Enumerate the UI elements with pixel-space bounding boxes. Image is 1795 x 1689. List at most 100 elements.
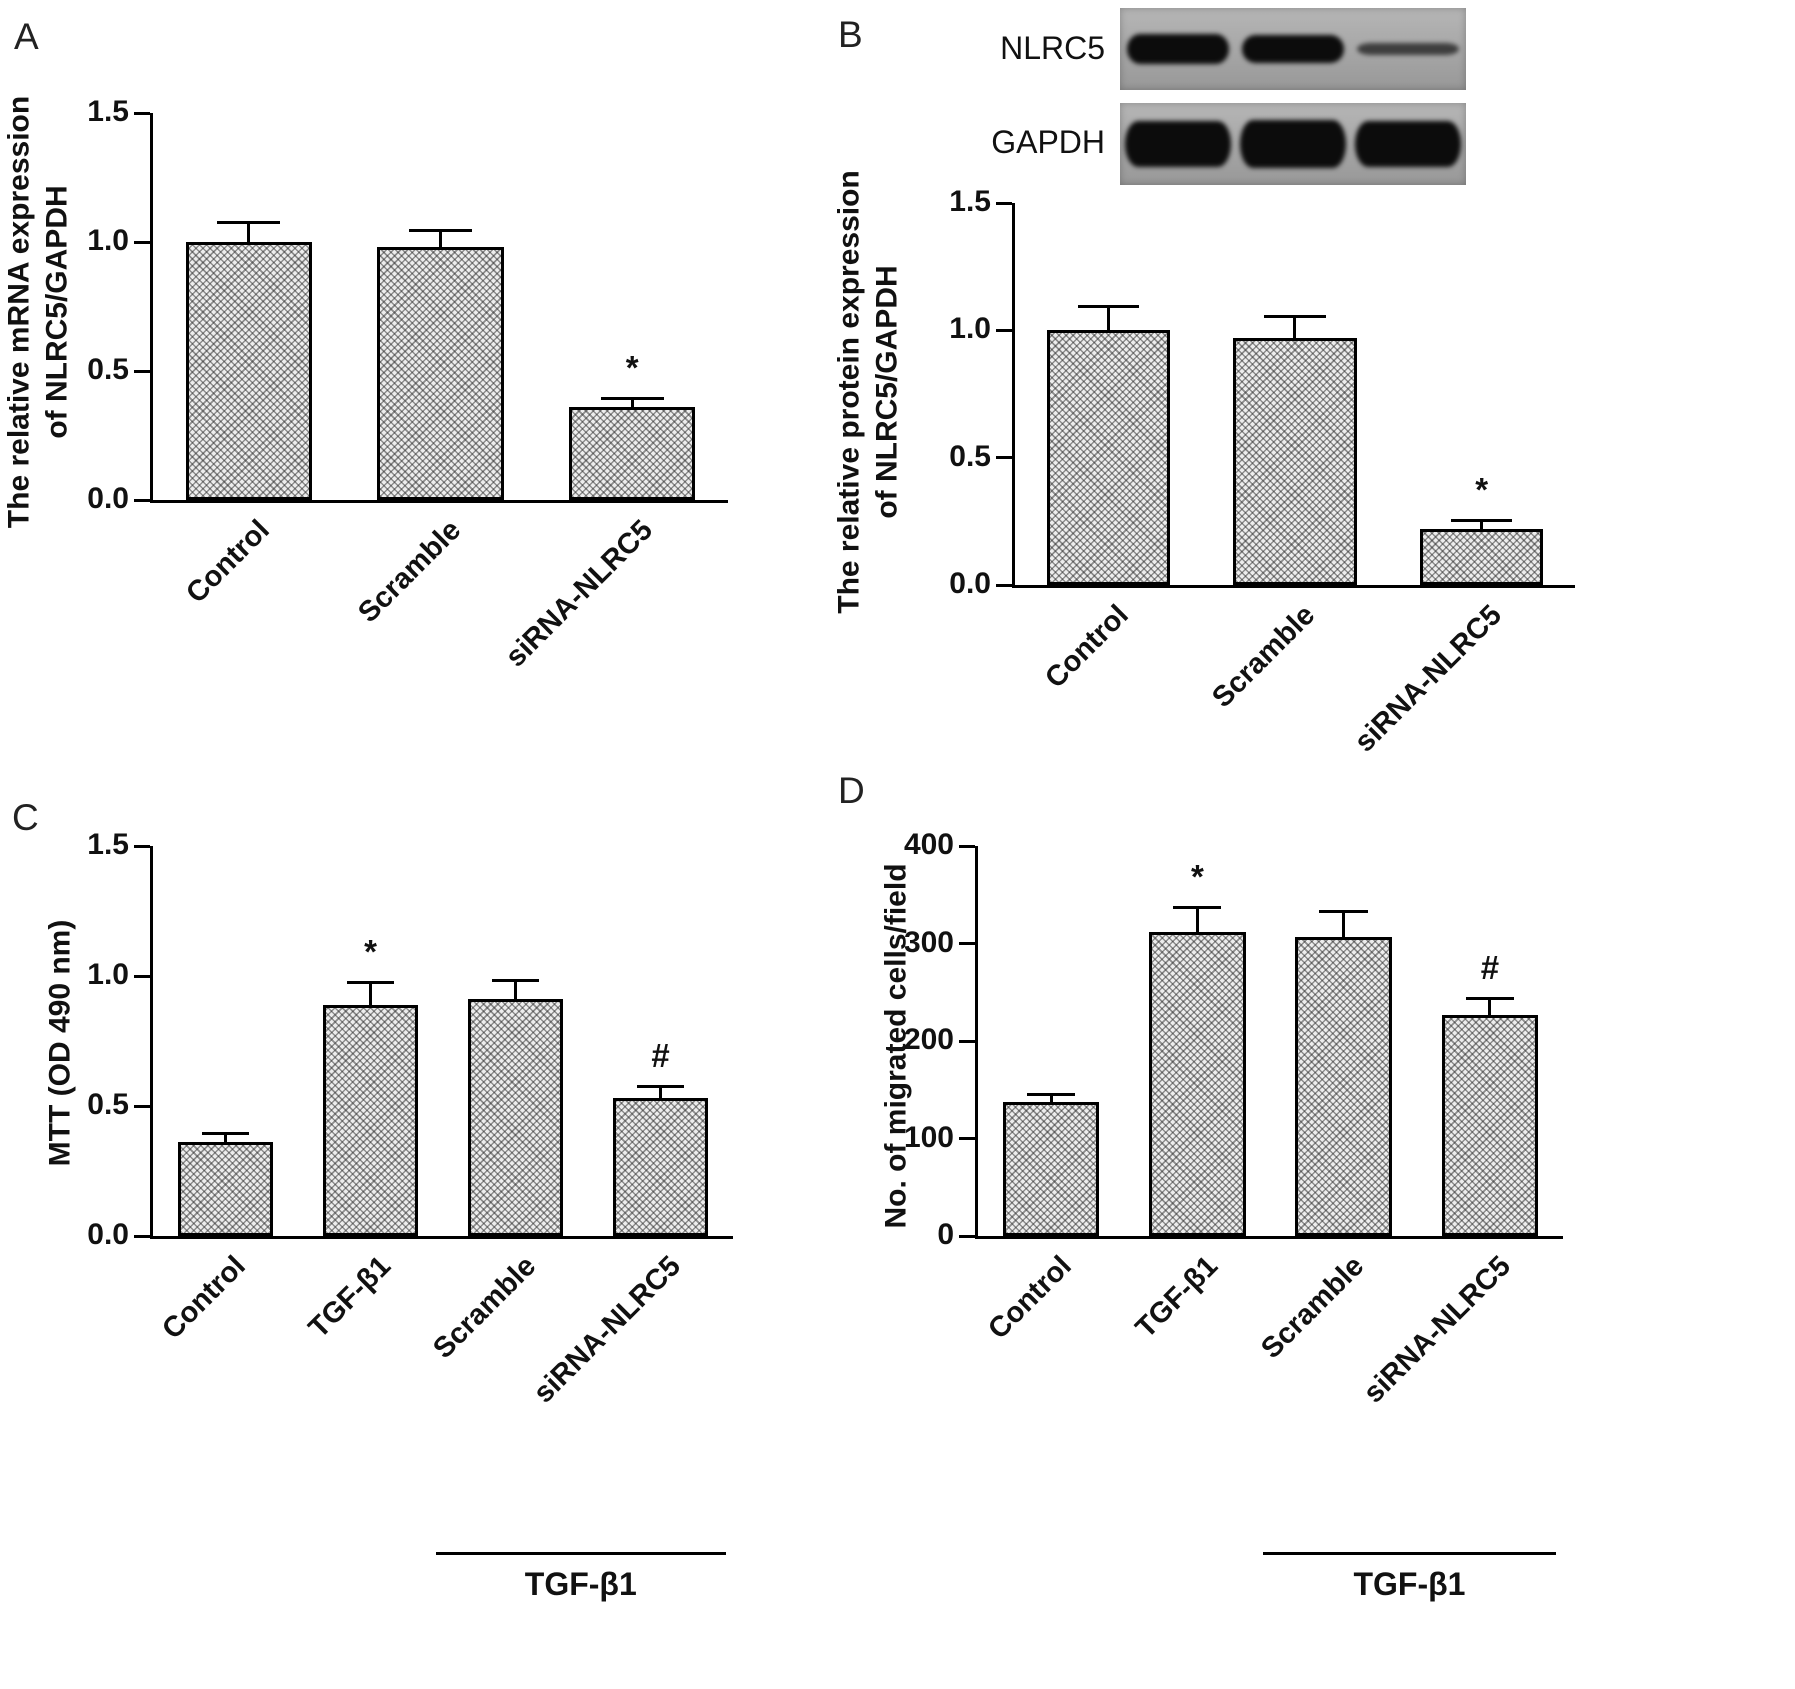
blot-band [1240, 119, 1346, 169]
x-category-label: Scramble [1255, 1250, 1371, 1365]
western-blot-row-gapdh [1120, 103, 1466, 185]
significance-marker: * [364, 933, 377, 971]
error-bar [1450, 518, 1513, 529]
error-bar-line [1480, 518, 1484, 529]
x-category-label: siRNA-NLRC5 [527, 1250, 688, 1410]
panel-b-y-axis-label: The relative protein expression of NLRC5… [832, 170, 904, 614]
error-bar [346, 981, 395, 1005]
x-category-label: TGF-β1 [302, 1250, 398, 1345]
bar [377, 247, 504, 500]
error-bar-cap [1173, 906, 1222, 910]
blot-band [1124, 121, 1231, 167]
error-bar [491, 978, 540, 1000]
y-axis-tick [134, 498, 150, 502]
error-bar-cap [1319, 910, 1368, 914]
blot-band [1355, 121, 1462, 167]
panel-a-y-axis-label: The relative mRNA expression of NLRC5/GA… [2, 95, 74, 529]
error-bar-line [247, 221, 251, 242]
bar [1046, 330, 1170, 585]
x-category-label: siRNA-NLRC5 [1348, 599, 1509, 759]
error-bar [1173, 906, 1222, 932]
y-tick-label: 0.5 [87, 353, 129, 386]
error-bar [636, 1085, 685, 1099]
panel-b-bar-chart: 0.0 0.5 1.0 1.5 Control Scramble * siRNA-NLRC5 [949, 185, 1575, 758]
bar [322, 1004, 419, 1236]
panel-a-letter: A [14, 16, 39, 57]
bar [467, 999, 564, 1236]
error-bar-cap [636, 1085, 685, 1089]
blot-row-label-gapdh: GAPDH [991, 124, 1105, 160]
y-axis-tick [959, 1234, 975, 1238]
group-bracket-line [1263, 1552, 1556, 1555]
x-category-label: siRNA-NLRC5 [499, 514, 659, 674]
bar [1295, 936, 1392, 1236]
bar [568, 407, 696, 500]
y-axis-tick [959, 1039, 975, 1043]
y-axis-tick [959, 942, 975, 945]
y-tick-label: 1.0 [87, 958, 129, 991]
y-axis-tick [134, 111, 150, 115]
y-tick-label: 0.0 [949, 567, 991, 600]
y-tick-label: 0.5 [87, 1088, 129, 1121]
x-category-label: Scramble [1206, 599, 1322, 714]
x-category-label: siRNA-NLRC5 [1357, 1250, 1517, 1410]
panel-c-y-axis-label: MTT (OD 490 nm) [43, 919, 77, 1167]
bar [177, 1142, 274, 1236]
error-bar-line [658, 1085, 662, 1099]
y-tick-label: 1.5 [87, 95, 129, 128]
error-bar [1319, 910, 1368, 937]
y-tick-label: 0.0 [87, 1218, 129, 1251]
y-tick-label: 0.0 [87, 482, 129, 515]
x-category-label: Scramble [352, 514, 468, 629]
error-bar-cap [217, 221, 281, 225]
y-tick-label: 200 [903, 1023, 954, 1056]
y-tick-label: 300 [903, 925, 954, 959]
blot-band [1126, 34, 1229, 64]
y-axis-tick [996, 583, 1012, 587]
error-bar [1465, 997, 1514, 1015]
error-bar [600, 396, 664, 408]
error-bar-cap [1465, 997, 1514, 1001]
y-tick-label: 0.5 [949, 439, 991, 473]
error-bar-cap [1026, 1092, 1076, 1096]
blot-band [1357, 43, 1460, 55]
western-blot-image [1120, 8, 1466, 198]
error-bar-cap [600, 396, 664, 400]
significance-marker: # [1480, 949, 1500, 987]
significance-marker: * [625, 348, 639, 386]
error-bar-line [513, 978, 517, 1000]
y-axis-tick [134, 844, 150, 848]
y-axis-tick [996, 456, 1012, 460]
y-tick-label: 100 [903, 1120, 954, 1154]
error-bar-cap [1264, 315, 1326, 319]
x-category-label: Control [179, 514, 276, 610]
error-bar-line [368, 981, 372, 1005]
error-bar [1077, 304, 1140, 331]
error-bar [1264, 315, 1326, 338]
y-tick-label: 1.5 [87, 828, 129, 861]
x-category-label: Control [156, 1250, 253, 1346]
error-bar [201, 1132, 250, 1143]
panel-d-letter: D [838, 770, 865, 811]
bar [1420, 528, 1544, 585]
x-category-label: TGF-β1 [1129, 1250, 1225, 1345]
error-bar-cap [346, 981, 395, 985]
significance-marker: * [1475, 470, 1489, 508]
error-bar-line [1049, 1092, 1053, 1103]
y-tick-label: 400 [903, 828, 954, 861]
y-axis-tick [996, 201, 1012, 205]
significance-marker: * [1190, 858, 1204, 896]
error-bar-cap [1077, 304, 1140, 308]
blot-band [1242, 35, 1344, 63]
bar [1002, 1102, 1100, 1236]
group-label: TGF-β1 [1353, 1566, 1466, 1602]
error-bar-line [1342, 910, 1346, 937]
y-tick-label: 1.0 [949, 312, 991, 346]
y-tick-label: 1.5 [949, 185, 991, 218]
significance-marker: # [651, 1037, 670, 1075]
group-label: TGF-β1 [524, 1566, 637, 1602]
y-tick-label: 0 [937, 1218, 954, 1251]
error-bar-line [1488, 997, 1492, 1015]
bar [1441, 1014, 1539, 1236]
y-axis-tick [134, 1104, 150, 1108]
